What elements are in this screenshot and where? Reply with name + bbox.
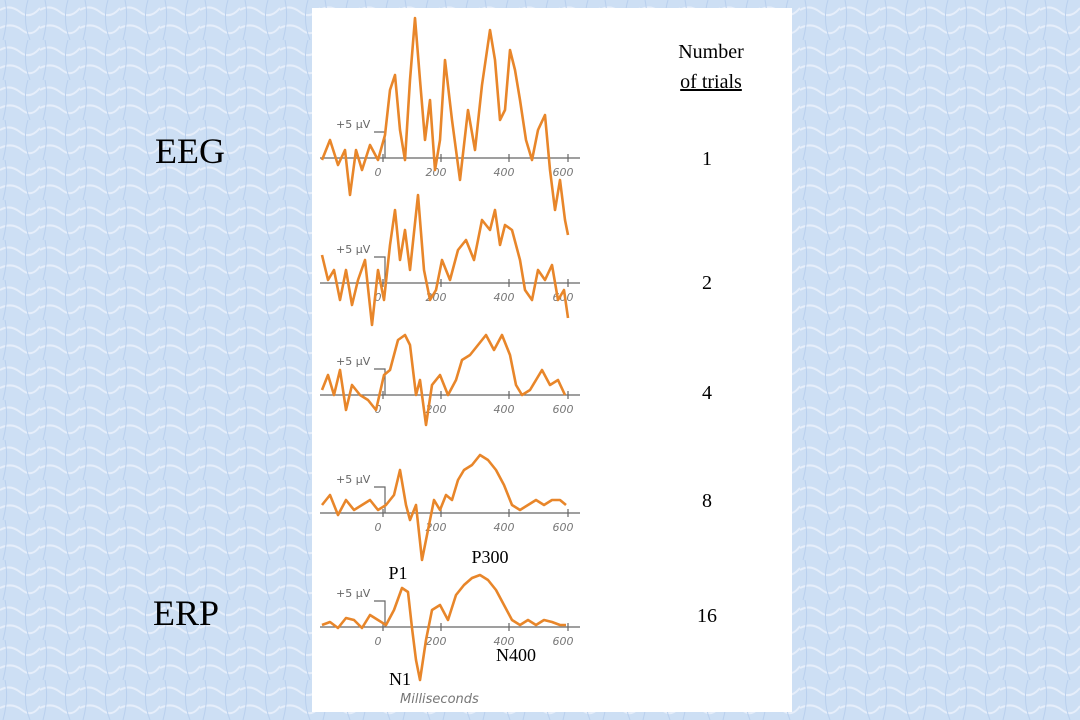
tick-label: 200 (426, 635, 447, 648)
trial-count: 1 (702, 148, 712, 170)
tick-label: 200 (426, 403, 447, 416)
tick-label: 400 (494, 521, 515, 534)
waveform (320, 193, 570, 327)
scale-bar (374, 368, 386, 395)
component-label: P300 (471, 547, 508, 567)
trial-count: 8 (702, 490, 712, 512)
tick-label: 0 (375, 521, 382, 534)
scale-bar (374, 600, 386, 627)
scale-label: +5 μV (336, 587, 371, 600)
tick-label: 600 (553, 166, 574, 179)
trial-count: 4 (702, 382, 712, 404)
eeg-label: EEG (155, 131, 225, 171)
tick-label: 400 (494, 291, 515, 304)
tick-label: 0 (375, 403, 382, 416)
component-label: P1 (388, 563, 407, 583)
tick-label: 0 (375, 166, 382, 179)
trial-count: 2 (702, 272, 712, 294)
tick-label: 400 (494, 403, 515, 416)
component-label: N1 (389, 669, 411, 689)
tick-label: 200 (426, 521, 447, 534)
waveform (320, 453, 567, 562)
erp-label: ERP (153, 593, 219, 633)
tick-label: 400 (494, 635, 515, 648)
waveforms (320, 16, 570, 682)
scale-label: +5 μV (336, 473, 371, 486)
tick-label: 600 (553, 403, 574, 416)
waveform (320, 333, 567, 427)
scale-label: +5 μV (336, 243, 371, 256)
tick-label: 0 (375, 291, 382, 304)
scale-label: +5 μV (336, 118, 371, 131)
waveform (320, 16, 570, 236)
figure-panel (312, 8, 792, 712)
trial-count: 16 (697, 605, 717, 627)
x-axis-label: Milliseconds (400, 692, 479, 707)
waveform (321, 573, 566, 682)
tick-label: 400 (494, 166, 515, 179)
component-label: N400 (496, 645, 536, 665)
header-line: Number (678, 41, 744, 63)
tick-label: 600 (553, 521, 574, 534)
tick-label: 0 (375, 635, 382, 648)
tick-label: 600 (553, 635, 574, 648)
tick-label: 200 (426, 166, 447, 179)
scale-label: +5 μV (336, 355, 371, 368)
header-line: of trials (680, 71, 742, 93)
scale-bar (374, 256, 386, 283)
